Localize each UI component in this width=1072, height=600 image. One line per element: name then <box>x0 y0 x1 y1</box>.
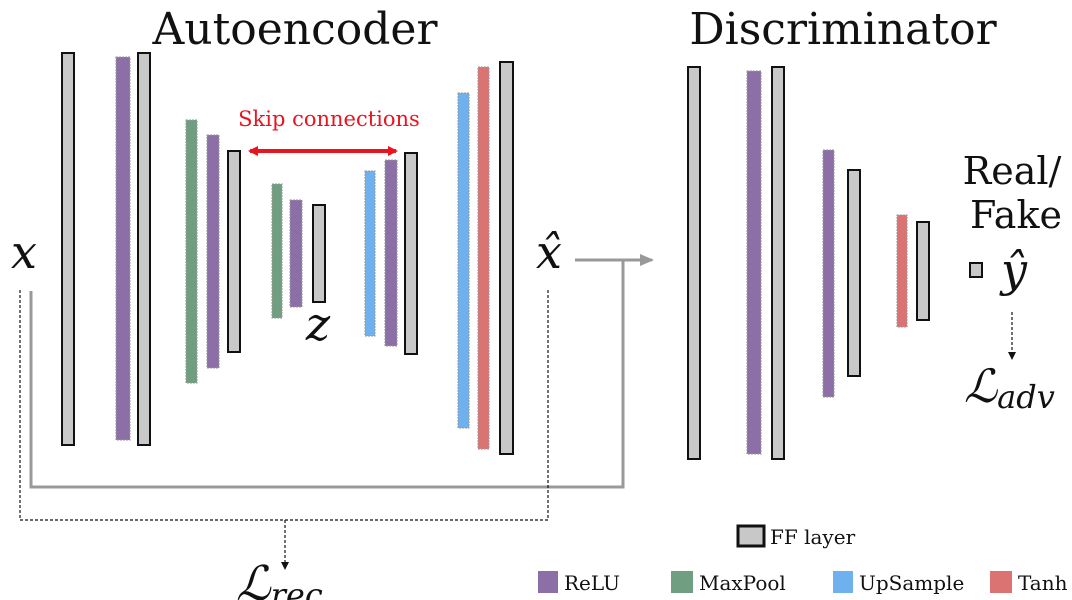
discriminator-title: Discriminator <box>689 4 997 55</box>
legend-upsample-swatch <box>833 571 853 593</box>
decoder-upsample-layer-2 <box>457 92 470 429</box>
disc-tanh-layer <box>896 214 908 328</box>
prediction-y-hat-label: ŷ <box>999 243 1028 297</box>
legend-upsample-label: UpSample <box>859 571 964 595</box>
disc-ff-layer-2 <box>771 66 785 460</box>
encoder-ff-layer-3 <box>227 150 241 353</box>
adversarial-loss-label: ℒadv <box>964 359 1055 416</box>
reconstruction-loss-subscript: rec <box>271 576 323 600</box>
adversarial-loss-subscript: adv <box>997 378 1055 416</box>
legend-relu-label: ReLU <box>564 571 620 595</box>
legend-ff-swatch <box>736 524 766 548</box>
legend-maxpool-label: MaxPool <box>699 571 786 595</box>
decoder-ff-layer-2 <box>499 61 514 455</box>
latent-z-label: z <box>305 297 331 351</box>
decoder-ff-layer-1 <box>404 152 418 355</box>
encoder-ff-layer-1 <box>61 52 75 446</box>
real-label: Real/ <box>963 149 1062 193</box>
x-to-discriminator-connector <box>29 260 625 489</box>
encoder-relu-layer-1 <box>115 56 131 441</box>
legend-tanh-swatch <box>990 571 1012 593</box>
decoder-relu-layer-1 <box>384 159 398 347</box>
encoder-relu-layer-3 <box>289 199 303 308</box>
legend-maxpool-swatch <box>671 571 693 593</box>
reconstruction-x-hat-label: x̂ <box>536 225 562 279</box>
decoder-tanh-layer <box>477 66 490 450</box>
encoder-maxpool-layer-2 <box>271 183 283 319</box>
encoder-maxpool-layer-1 <box>185 119 198 384</box>
adversarial-loss-main: ℒ <box>964 359 998 413</box>
input-x-label: x <box>11 225 37 279</box>
latent-ff-layer <box>312 204 326 303</box>
legend-tanh-label: Tanh <box>1018 571 1068 595</box>
skip-connections-label: Skip connections <box>238 107 420 131</box>
disc-output-node <box>969 262 983 278</box>
encoder-ff-layer-2 <box>137 52 151 446</box>
disc-ff-layer-1 <box>687 66 701 460</box>
reconstruction-loss-main: ℒ <box>236 556 272 600</box>
encoder-relu-layer-2 <box>206 134 220 369</box>
legend-ff-label: FF layer <box>770 525 856 549</box>
reconstruction-loss-bracket <box>19 290 549 521</box>
disc-ff-layer-4 <box>916 221 930 321</box>
disc-ff-layer-3 <box>847 169 861 377</box>
decoder-upsample-layer-1 <box>364 170 376 337</box>
fake-label: Fake <box>970 193 1062 237</box>
reconstruction-loss-label: ℒrec <box>236 556 323 600</box>
autoencoder-title: Autoencoder <box>151 4 438 55</box>
disc-relu-layer-1 <box>746 70 762 455</box>
disc-relu-layer-2 <box>822 149 835 398</box>
legend-relu-swatch <box>538 571 558 593</box>
